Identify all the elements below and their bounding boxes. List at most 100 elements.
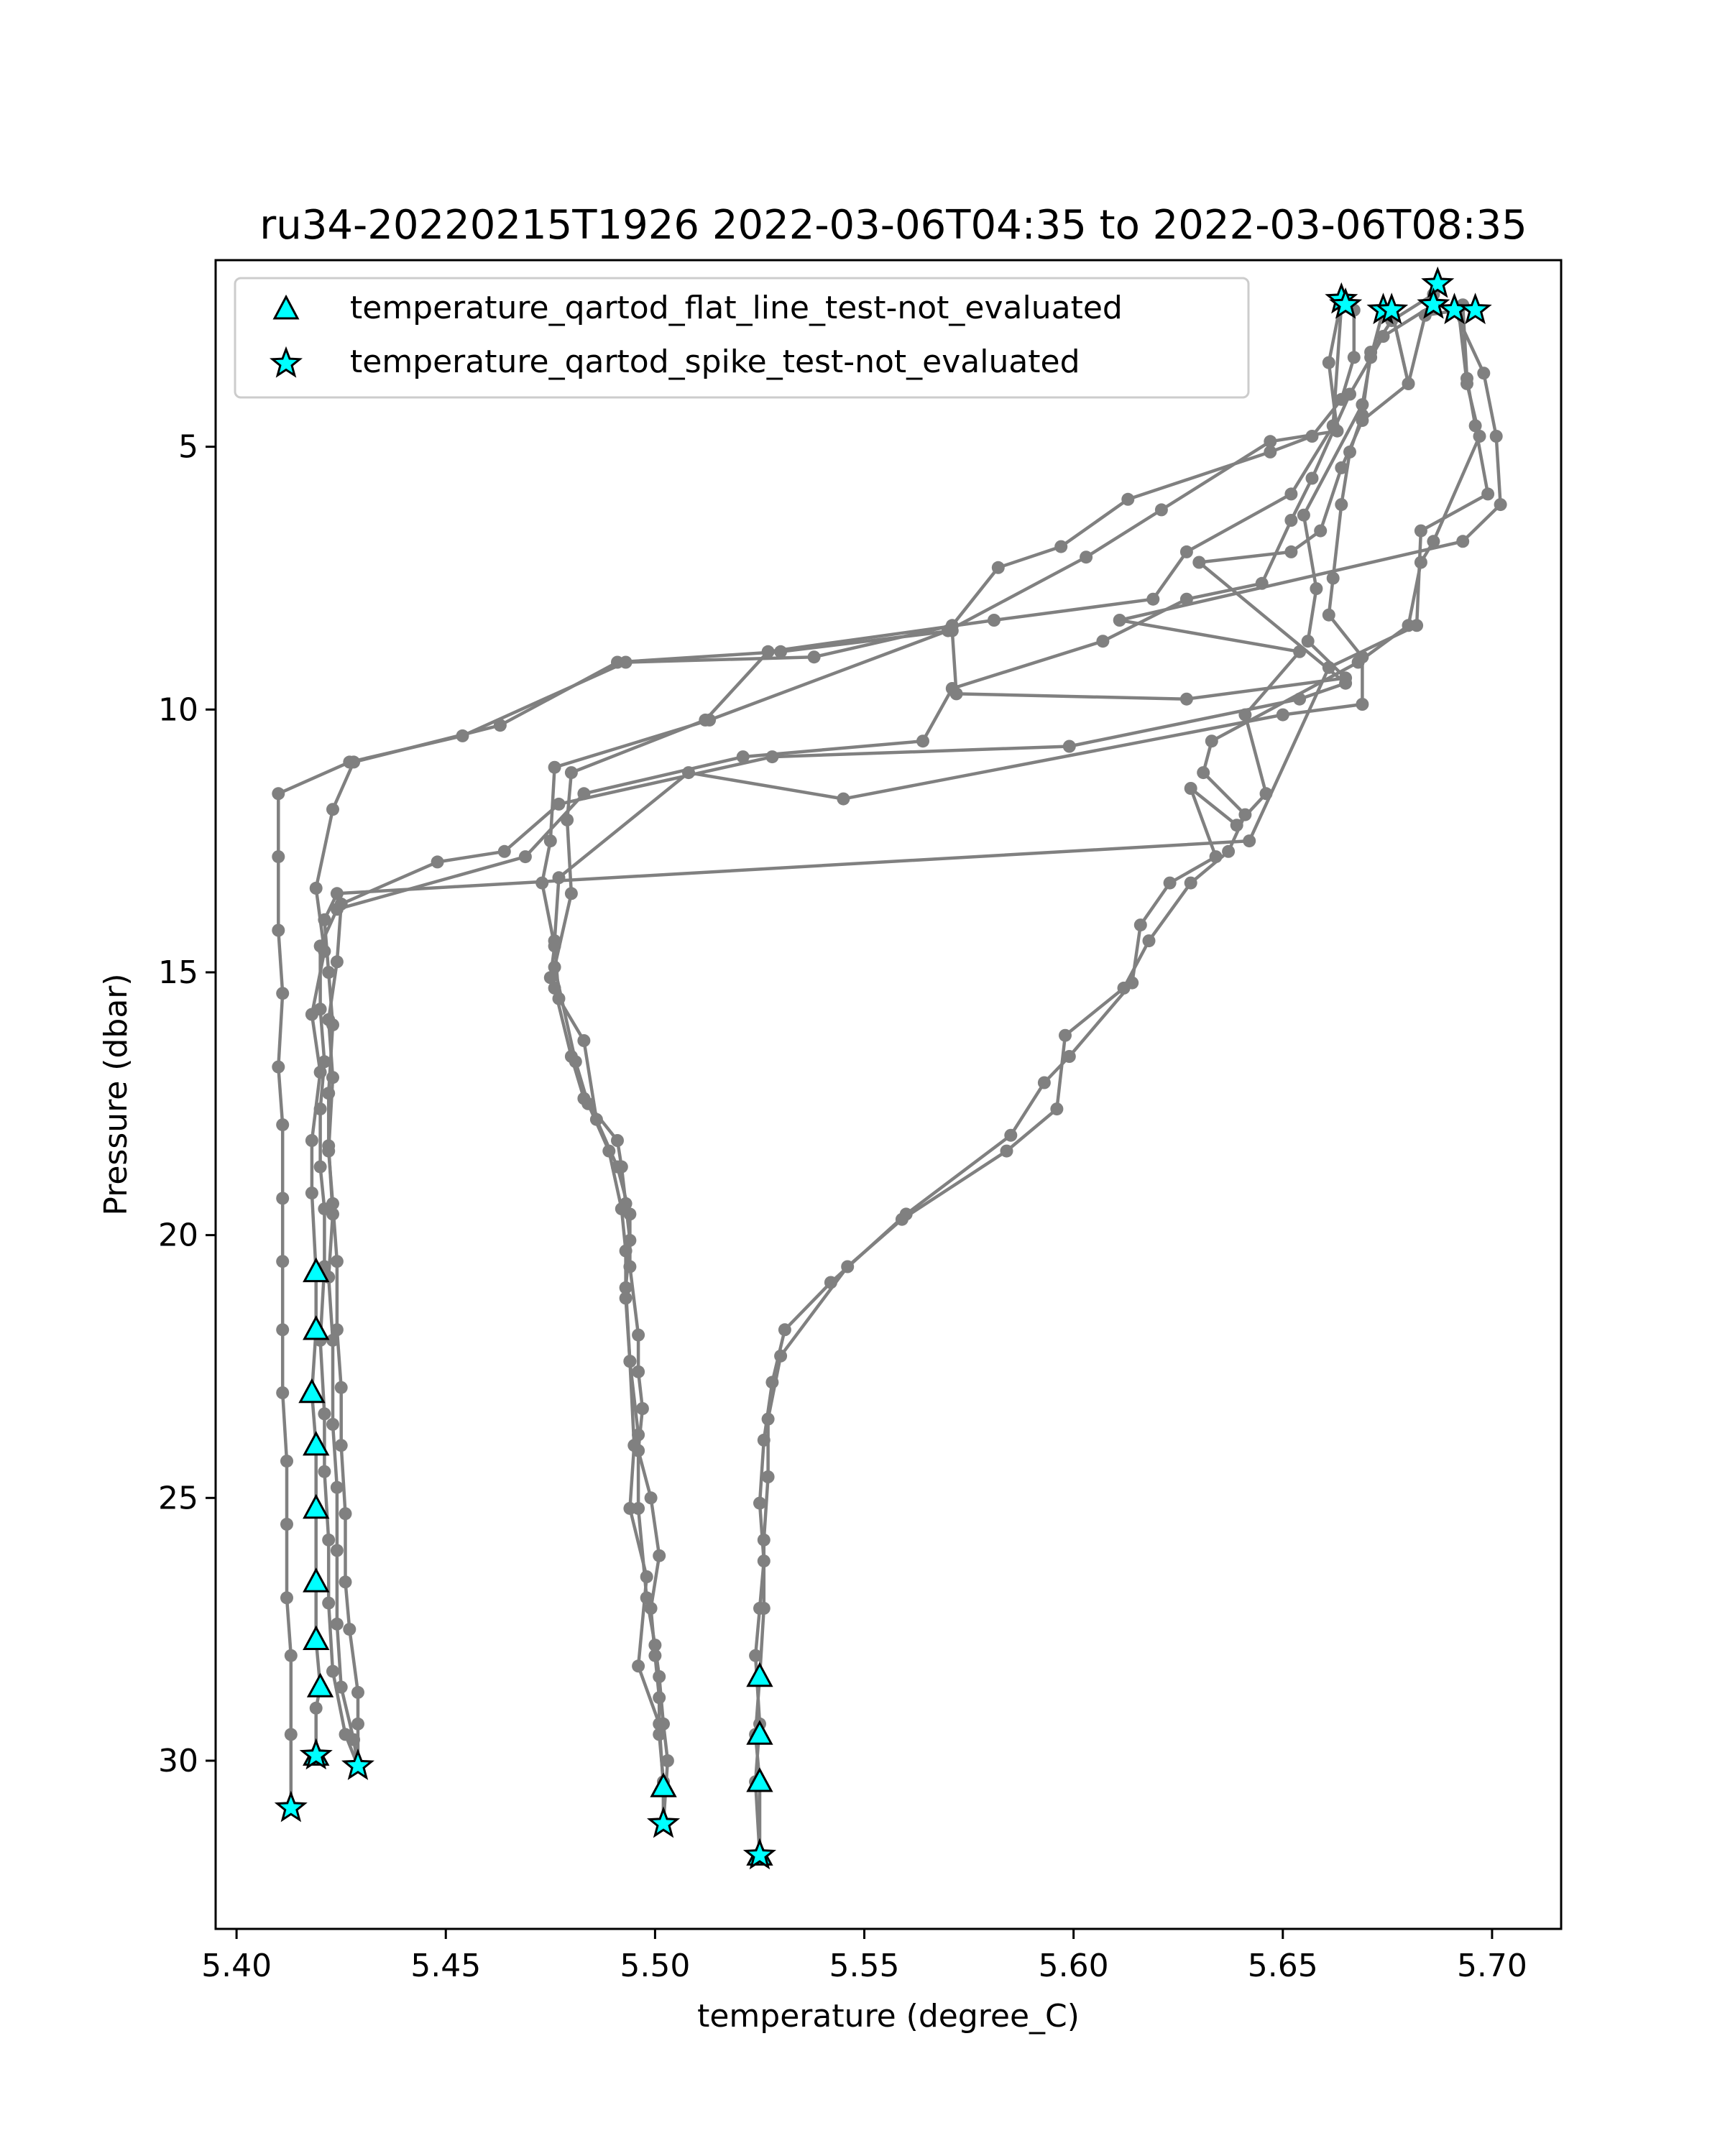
profile-point xyxy=(543,971,557,985)
spike-marker xyxy=(742,1838,777,1870)
profile-point xyxy=(305,1134,318,1147)
profile-point xyxy=(1205,734,1218,748)
profile-point xyxy=(765,750,779,764)
profile-point xyxy=(1050,1102,1064,1116)
profile-point xyxy=(1062,1050,1076,1063)
profile-point xyxy=(761,1470,775,1483)
profile-point xyxy=(1326,571,1340,585)
profile-point xyxy=(757,1554,770,1568)
profile-line-7 xyxy=(318,283,1440,1767)
profile-point xyxy=(548,981,561,995)
profile-point xyxy=(1414,556,1427,569)
profile-point xyxy=(1322,608,1335,622)
profile-point xyxy=(824,1276,837,1289)
profile-point xyxy=(1264,445,1277,459)
profile-point xyxy=(313,1102,327,1116)
profile-point xyxy=(1414,524,1427,538)
profile-point xyxy=(1284,487,1298,501)
profile-point xyxy=(1356,414,1369,428)
profile-point xyxy=(1293,692,1307,706)
profile-point xyxy=(330,887,344,900)
profile-point xyxy=(1284,545,1298,558)
profile-point xyxy=(564,887,578,900)
profile-point xyxy=(548,934,561,948)
profile-point xyxy=(1238,808,1252,821)
profile-point xyxy=(351,1717,364,1731)
profile-point xyxy=(305,1187,318,1200)
y-tick-label: 15 xyxy=(158,954,198,991)
profile-point xyxy=(653,1691,666,1705)
profile-point xyxy=(1238,708,1252,722)
x-tick-label: 5.45 xyxy=(410,1948,481,1984)
profile-point xyxy=(1197,766,1210,780)
profile-point xyxy=(632,1659,645,1673)
profile-point xyxy=(657,1717,670,1731)
profile-point xyxy=(339,1507,352,1521)
flat-line-marker xyxy=(746,1720,773,1745)
profile-point xyxy=(640,1591,653,1605)
x-axis-label: temperature (degree_C) xyxy=(697,1998,1080,2035)
legend-star-marker xyxy=(269,346,303,378)
profile-point xyxy=(272,850,285,864)
profile-point xyxy=(276,1255,290,1268)
profile-point xyxy=(280,1455,293,1468)
profile-point xyxy=(330,1617,344,1631)
spike-marker xyxy=(1329,287,1363,319)
profile-point xyxy=(1314,524,1328,538)
spike-marker xyxy=(1458,292,1492,325)
profile-point xyxy=(807,650,821,664)
profile-point xyxy=(548,960,561,974)
profile-point xyxy=(309,1701,323,1715)
flat-line-marker xyxy=(650,1772,677,1797)
profile-point xyxy=(276,1386,290,1399)
profile-point xyxy=(1184,876,1197,890)
profile-point xyxy=(1179,592,1193,606)
profile-point xyxy=(497,844,511,858)
profile-point xyxy=(1489,430,1503,443)
profile-point xyxy=(548,760,561,774)
profile-point xyxy=(753,1601,766,1615)
profile-point xyxy=(640,1570,653,1583)
profile-point xyxy=(581,1097,595,1110)
profile-point xyxy=(518,850,532,864)
profile-point xyxy=(1339,676,1353,690)
spike-marker xyxy=(1417,287,1450,319)
profile-point xyxy=(611,1134,624,1147)
profile-point xyxy=(577,787,591,801)
profile-point xyxy=(623,1355,637,1368)
legend: temperature_qartod_flat_line_test-not_ev… xyxy=(234,277,1250,399)
profile-point xyxy=(1297,508,1310,522)
profile-point xyxy=(276,1323,290,1337)
profile-point xyxy=(765,1376,779,1389)
x-tick-label: 5.60 xyxy=(1039,1948,1109,1984)
profile-point xyxy=(1142,934,1156,948)
profile-point xyxy=(1126,976,1139,990)
profile-point xyxy=(635,1402,649,1415)
spike-marker xyxy=(1375,292,1409,325)
profile-point xyxy=(1230,819,1243,832)
profile-point xyxy=(1356,698,1369,711)
profile-point xyxy=(1376,330,1390,343)
profile-point xyxy=(757,1433,770,1447)
y-tick-label: 30 xyxy=(158,1743,198,1779)
profile-point xyxy=(280,1591,293,1605)
plot-frame xyxy=(214,259,1563,1930)
profile-point xyxy=(351,1685,364,1699)
profile-point xyxy=(1163,876,1177,890)
profile-point xyxy=(1284,514,1298,527)
profile-point xyxy=(1456,535,1470,548)
profile-point xyxy=(272,787,285,801)
profile-point xyxy=(1096,635,1110,648)
profile-point xyxy=(1179,692,1193,706)
profile-point xyxy=(577,1034,591,1047)
profile-point xyxy=(326,1333,339,1347)
y-axis-label: Pressure (dbar) xyxy=(98,973,134,1215)
profile-point xyxy=(1322,356,1335,369)
flat-line-marker xyxy=(298,1378,326,1404)
profile-point xyxy=(619,1244,632,1258)
legend-triangle-marker xyxy=(272,294,300,320)
profile-point xyxy=(313,1160,327,1174)
profile-point xyxy=(615,1202,628,1216)
profile-point xyxy=(564,766,578,780)
profile-point xyxy=(493,719,507,732)
